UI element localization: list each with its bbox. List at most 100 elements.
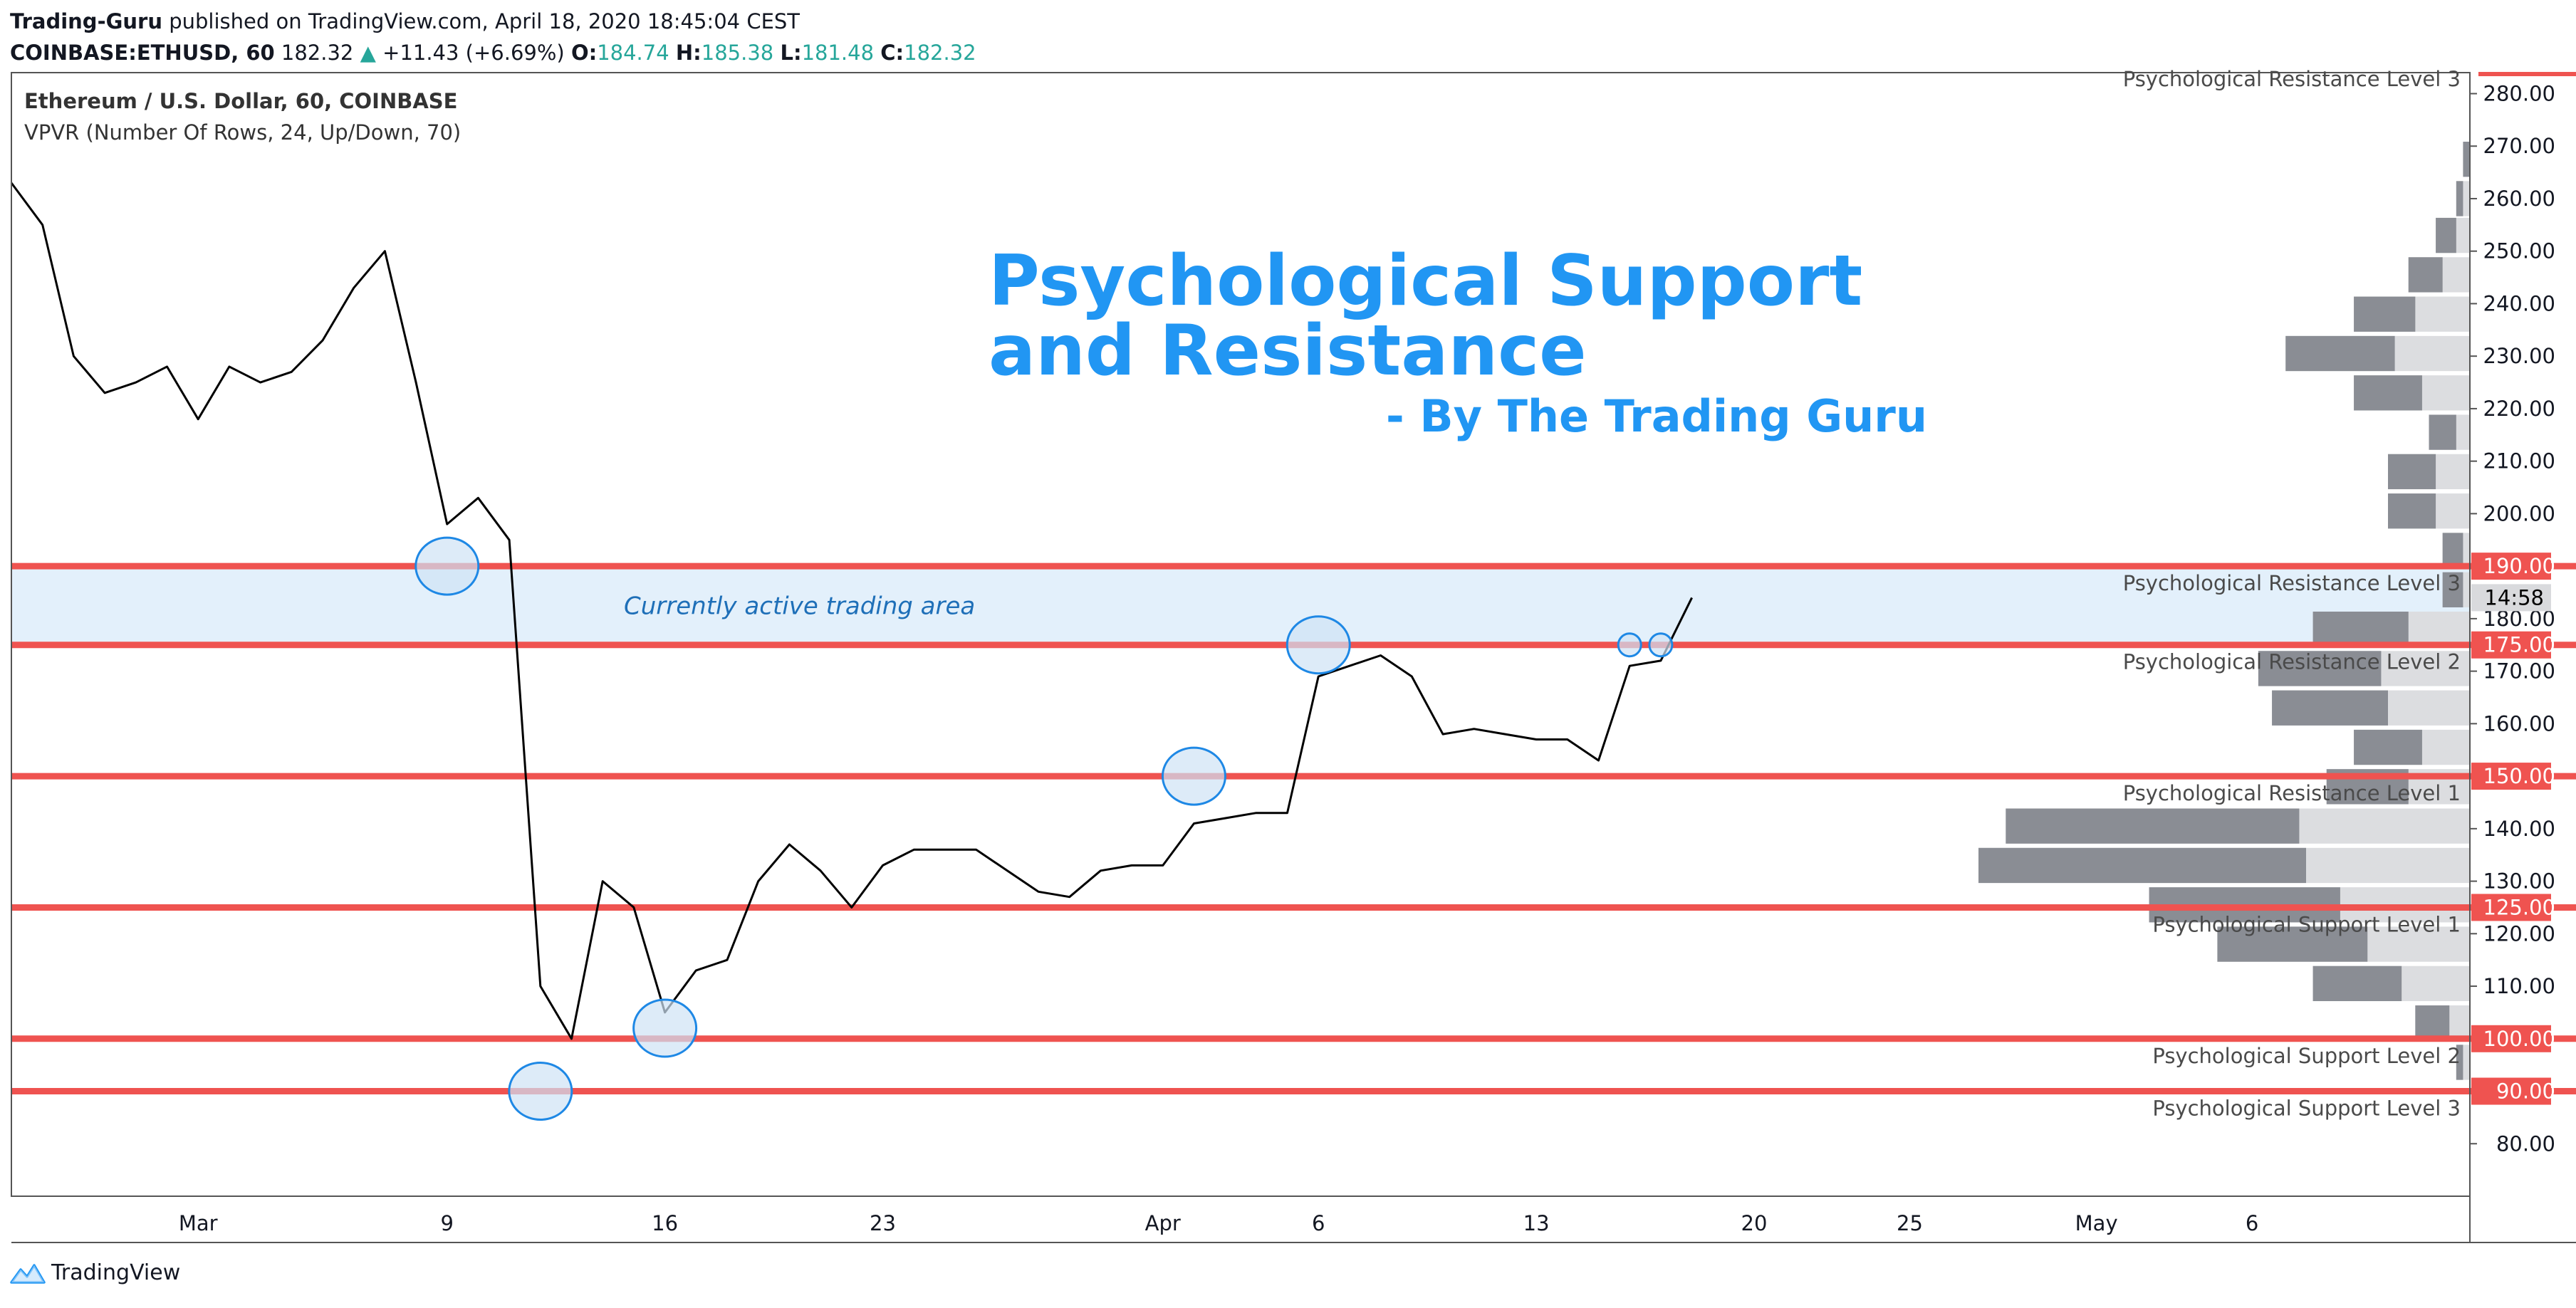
level-name: Psychological Support Level 1 xyxy=(2152,912,2461,936)
volume-profile-row-up xyxy=(2006,808,2300,844)
highlight-circle xyxy=(1286,615,1351,675)
level-price-tag-label: 90.00 xyxy=(2496,1079,2555,1104)
x-tick-label: 6 xyxy=(1312,1211,1325,1235)
highlight-circle xyxy=(632,998,698,1058)
instrument-label: Ethereum / U.S. Dollar, 60, COINBASE xyxy=(24,89,457,113)
level-name: Psychological Support Level 3 xyxy=(2152,1097,2461,1121)
y-tick-label: 270.00 xyxy=(2483,134,2555,158)
highlight-circle xyxy=(1161,746,1226,806)
highlight-circle xyxy=(508,1062,573,1121)
volume-profile-row-up xyxy=(2456,181,2463,216)
active-trading-zone xyxy=(11,566,2470,645)
level-price-tag-label: 100.00 xyxy=(2483,1027,2555,1051)
last-price: 182.32 xyxy=(281,41,354,65)
y-tick-label: 110.00 xyxy=(2483,974,2555,998)
level-name: Psychological Resistance Level 2 xyxy=(2123,650,2461,674)
x-tick-label: 6 xyxy=(2246,1211,2258,1235)
volume-profile-row-up xyxy=(2272,690,2388,726)
level-price-tag-label: 150.00 xyxy=(2483,764,2555,788)
publish-info: published on TradingView.com, April 18, … xyxy=(169,9,801,33)
highlight-circle xyxy=(414,536,480,596)
volume-profile-row-up xyxy=(2354,296,2416,332)
highlight-circle xyxy=(1648,632,1674,658)
volume-profile-row-up xyxy=(2436,217,2456,253)
volume-profile-row-up xyxy=(2312,611,2409,647)
change-arrow-icon: ▲ xyxy=(360,41,376,65)
volume-profile-row-up xyxy=(2312,966,2402,1002)
x-tick-label: 23 xyxy=(870,1211,896,1235)
level-price-tag xyxy=(2471,763,2551,790)
highlight-circle xyxy=(1617,632,1642,658)
open-label: O: xyxy=(570,41,598,65)
volume-profile-row-up xyxy=(2354,375,2422,411)
ohlc-line: COINBASE:ETHUSD, 60 182.32 ▲ +11.43 (+6.… xyxy=(10,37,976,68)
volume-profile-row-up xyxy=(1978,847,2306,884)
tradingview-brand[interactable]: TradingView xyxy=(51,1260,181,1285)
x-tick-label: 25 xyxy=(1897,1211,1923,1235)
symbol-label: COINBASE:ETHUSD, 60 xyxy=(10,41,275,65)
x-tick-label: Apr xyxy=(1145,1211,1181,1235)
price-marker xyxy=(2471,584,2551,612)
x-tick-label: 13 xyxy=(1523,1211,1550,1235)
high-label: H: xyxy=(675,41,702,65)
x-tick-label: 16 xyxy=(652,1211,678,1235)
low-value: 181.48 xyxy=(801,41,875,65)
indicator-label: VPVR (Number Of Rows, 24, Up/Down, 70) xyxy=(24,120,461,145)
level-name: Psychological Resistance Level 3 xyxy=(2123,571,2461,595)
level-name: Psychological Resistance Level 1 xyxy=(2123,781,2461,805)
volume-profile-row-up xyxy=(2442,533,2463,568)
price-marker-label: 14:58 xyxy=(2484,585,2544,609)
level-price-tag xyxy=(2471,894,2551,921)
y-tick-label: 170.00 xyxy=(2483,659,2555,684)
x-tick-label: 20 xyxy=(1741,1211,1768,1235)
level-price-tag-label: 190.00 xyxy=(2483,554,2555,578)
chart-title-line1: Psychological Support xyxy=(989,241,1862,322)
volume-profile-row-up xyxy=(2415,1005,2450,1041)
high-value: 185.38 xyxy=(701,41,774,65)
x-tick-label: Mar xyxy=(179,1211,218,1235)
chart-title-line2: and Resistance xyxy=(989,310,1587,392)
volume-profile-row-up xyxy=(2429,414,2456,450)
y-tick-label: 80.00 xyxy=(2496,1131,2555,1156)
footer: TradingView xyxy=(10,1260,180,1285)
level-price-tag xyxy=(2471,1077,2551,1105)
price-line[interactable] xyxy=(10,182,1693,1040)
y-tick-label: 280.00 xyxy=(2483,81,2555,105)
y-tick-label: 240.00 xyxy=(2483,291,2555,315)
close-value: 182.32 xyxy=(904,41,976,65)
level-price-tag xyxy=(2471,631,2551,659)
close-label: C: xyxy=(880,41,904,65)
author-name[interactable]: Trading-Guru xyxy=(10,9,163,33)
level-price-tag xyxy=(2471,553,2551,580)
volume-profile-row-up xyxy=(2408,257,2443,293)
y-tick-label: 210.00 xyxy=(2483,449,2555,474)
y-tick-label: 250.00 xyxy=(2483,239,2555,263)
tradingview-logo-icon[interactable] xyxy=(10,1261,46,1285)
low-label: L: xyxy=(780,41,802,65)
active-zone-label: Currently active trading area xyxy=(624,592,975,620)
volume-profile-row-up xyxy=(2388,493,2436,529)
volume-profile-row-up xyxy=(2442,572,2463,607)
x-tick-label: May xyxy=(2075,1211,2118,1235)
volume-profile-row-up xyxy=(2354,729,2422,765)
level-price-tag-label: 125.00 xyxy=(2483,895,2555,919)
volume-profile-row-up xyxy=(2456,1045,2463,1080)
volume-profile-row-up xyxy=(2258,651,2382,686)
level-price-tag-label: 175.00 xyxy=(2483,633,2555,657)
chart-subtitle: - By The Trading Guru xyxy=(1386,390,1927,442)
volume-profile-row-up xyxy=(2388,454,2436,490)
y-tick-label: 230.00 xyxy=(2483,344,2555,368)
y-tick-label: 220.00 xyxy=(2483,397,2555,421)
volume-profile-row-up xyxy=(2463,142,2470,177)
level-name: Psychological Support Level 2 xyxy=(2152,1044,2461,1068)
publish-line: Trading-Guru published on TradingView.co… xyxy=(10,6,976,37)
level-price-tag xyxy=(2471,1025,2551,1052)
volume-profile-row-up xyxy=(2285,335,2395,372)
x-tick-label: 9 xyxy=(441,1211,454,1235)
open-value: 184.74 xyxy=(597,41,669,65)
y-tick-label: 260.00 xyxy=(2483,187,2555,211)
level-name-top: Psychological Resistance Level 3 xyxy=(2123,67,2461,91)
chart-header: Trading-Guru published on TradingView.co… xyxy=(10,6,976,68)
y-tick-label: 120.00 xyxy=(2483,921,2555,946)
